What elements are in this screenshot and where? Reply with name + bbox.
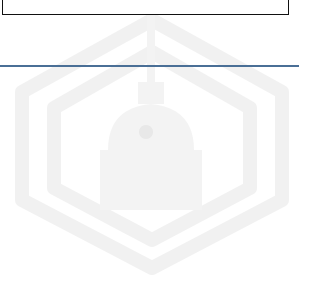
input-box[interactable] <box>2 0 289 15</box>
divider <box>0 65 299 67</box>
base <box>100 150 202 210</box>
spire <box>147 14 155 84</box>
page: (() => { const data = JSON.parse(documen… <box>0 0 299 281</box>
dome-window <box>139 125 153 139</box>
watermark <box>0 0 299 281</box>
dome <box>108 104 194 150</box>
tower <box>138 82 164 104</box>
